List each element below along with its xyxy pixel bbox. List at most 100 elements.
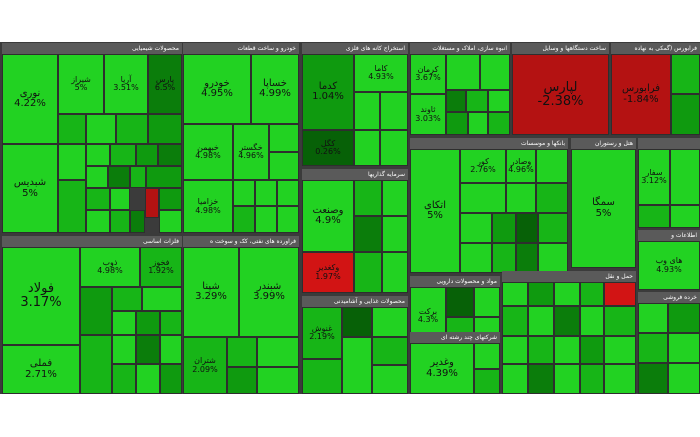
stock-tile[interactable] [460,213,492,243]
stock-tile[interactable] [227,337,257,367]
sector-header[interactable]: انبوه سازی، املاک و مستغلات [410,43,510,54]
stock-tile[interactable] [502,306,528,336]
stock-tile[interactable]: های وب 4.93% [638,241,700,290]
sector-header[interactable]: اطلاعات و [638,230,700,241]
stock-tile[interactable] [372,307,408,337]
stock-tile[interactable] [446,54,480,90]
stock-tile[interactable]: سمگا 5% [571,149,636,268]
stock-tile[interactable]: خزامیا 4.98% [183,180,233,233]
stock-tile[interactable] [80,287,112,335]
stock-tile[interactable] [80,335,112,394]
stock-tile[interactable] [160,335,182,364]
stock-tile[interactable] [354,180,382,216]
stock-tile[interactable] [112,364,136,394]
stock-tile[interactable] [159,210,182,233]
stock-tile[interactable] [670,205,700,228]
stock-tile[interactable] [269,124,299,152]
stock-tile[interactable] [580,282,604,306]
stock-tile[interactable] [227,367,257,394]
stock-tile[interactable] [130,166,146,188]
stock-tile[interactable] [277,180,299,206]
stock-tile[interactable] [446,112,468,135]
stock-tile[interactable] [145,188,159,218]
stock-tile[interactable]: فولاد 3.17% [2,247,80,345]
stock-tile[interactable] [86,188,110,210]
sector-header[interactable]: بانکها و موسسات [410,138,568,149]
sector-header[interactable]: مواد و محصولات دارویی [410,276,500,287]
stock-tile[interactable] [488,112,510,135]
sector-header[interactable]: فرابورس (گمکی به نهاده [611,43,700,54]
stock-tile[interactable] [516,243,538,273]
stock-tile[interactable] [136,311,160,335]
stock-tile[interactable]: خبهمن 4.98% [183,124,233,180]
stock-tile[interactable]: ذوب 4.98% [80,247,140,287]
stock-tile[interactable] [528,306,554,336]
stock-tile[interactable]: فخوز 1.92% [140,247,182,287]
stock-tile[interactable]: لپارس -2.38% [512,54,609,135]
stock-tile[interactable] [538,243,568,273]
stock-tile[interactable] [474,343,500,369]
stock-tile[interactable]: شپنا 3.29% [183,247,239,337]
stock-tile[interactable] [446,90,466,112]
stock-tile[interactable] [146,166,182,188]
stock-tile[interactable] [148,114,182,144]
stock-tile[interactable] [372,365,408,394]
stock-tile[interactable] [638,303,668,333]
stock-tile[interactable] [382,252,408,293]
stock-tile[interactable] [159,188,182,210]
stock-tile[interactable]: کگل 0.26% [302,130,354,166]
stock-tile[interactable] [638,333,668,363]
stock-tile[interactable]: سفار 3.12% [638,149,670,205]
stock-tile[interactable] [528,282,554,306]
stock-tile[interactable] [112,287,142,311]
stock-tile[interactable] [86,210,110,233]
stock-tile[interactable] [86,144,110,166]
stock-tile[interactable] [354,252,382,293]
stock-tile[interactable] [536,149,568,183]
stock-tile[interactable] [160,364,182,394]
stock-tile[interactable]: غنوش 2.19% [302,307,342,359]
stock-tile[interactable] [112,335,136,364]
stock-tile[interactable]: کور 2.76% [460,149,506,183]
stock-tile[interactable]: وصادر 4.96% [506,149,536,183]
stock-tile[interactable] [580,336,604,364]
stock-tile[interactable] [668,303,700,333]
stock-tile[interactable] [380,92,408,130]
stock-tile[interactable] [380,130,408,166]
stock-tile[interactable] [604,336,636,364]
stock-tile[interactable] [446,287,474,317]
stock-tile[interactable] [136,335,160,364]
stock-tile[interactable] [142,287,182,311]
stock-tile[interactable] [86,114,116,144]
stock-tile[interactable] [58,114,86,144]
stock-tile[interactable] [136,364,160,394]
sector-header[interactable]: فراورده های نفتی، کک و سوخت ه [183,236,299,247]
stock-tile[interactable] [342,337,372,394]
stock-tile[interactable] [528,336,554,364]
stock-tile[interactable] [502,282,528,306]
stock-tile[interactable]: فرابورس -1.84% [611,54,671,135]
stock-tile[interactable] [86,166,108,188]
stock-tile[interactable] [468,112,488,135]
stock-tile[interactable]: اتکای 5% [410,149,460,273]
stock-tile[interactable]: خودرو 4.95% [183,54,251,124]
stock-tile[interactable] [460,183,506,213]
sector-header[interactable]: محصولات غذایی و آشامیدنی [302,296,408,307]
stock-tile[interactable] [480,54,510,90]
stock-tile[interactable] [58,144,86,180]
stock-tile[interactable]: ثاوند 3.03% [410,94,446,135]
stock-tile[interactable] [466,90,488,112]
stock-tile[interactable] [554,306,580,336]
stock-tile[interactable]: نوری 4.22% [2,54,58,144]
stock-tile[interactable] [502,336,528,364]
stock-tile[interactable] [604,364,636,394]
stock-tile[interactable] [110,210,130,233]
stock-tile[interactable]: آریا 3.51% [104,54,148,114]
stock-tile[interactable] [58,180,86,233]
stock-tile[interactable] [528,364,554,394]
stock-tile[interactable] [302,359,342,394]
stock-tile[interactable] [130,210,145,233]
stock-tile[interactable] [638,363,668,394]
stock-tile[interactable] [257,367,299,394]
stock-tile[interactable] [233,206,255,233]
